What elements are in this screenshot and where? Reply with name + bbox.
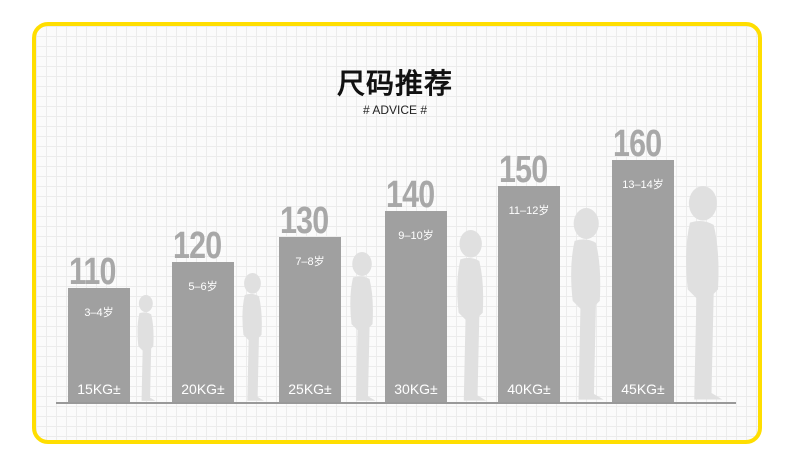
child-silhouette-icon	[350, 251, 376, 401]
weight-label: 30KG±	[394, 381, 438, 397]
bar-size-label: 140	[386, 174, 435, 216]
bar	[68, 288, 130, 402]
page-title: 尺码推荐	[336, 68, 453, 99]
bar	[172, 262, 234, 402]
bar	[498, 186, 560, 402]
bar-size-label: 160	[613, 123, 662, 165]
bar-size-label: 130	[280, 200, 329, 242]
bar-size-label: 150	[499, 149, 548, 191]
bar-size-label: 120	[173, 225, 222, 267]
weight-label: 25KG±	[288, 381, 332, 397]
child-silhouette-icon	[137, 295, 156, 401]
child-silhouette-icon	[571, 208, 604, 401]
baseline	[56, 402, 736, 404]
bar	[612, 160, 674, 402]
age-label: 9–10岁	[398, 230, 434, 242]
age-label: 3–4岁	[84, 307, 114, 319]
age-label: 7–8岁	[295, 256, 325, 268]
bar	[279, 237, 341, 402]
page-subtitle: # ADVICE #	[362, 103, 428, 117]
bar	[385, 211, 447, 402]
child-silhouette-icon	[686, 186, 723, 400]
weight-label: 45KG±	[621, 381, 665, 397]
age-label: 11–12岁	[508, 205, 550, 217]
bar-size-label: 110	[69, 251, 116, 293]
weight-label: 40KG±	[507, 381, 551, 397]
age-label: 5–6岁	[188, 281, 218, 293]
weight-label: 20KG±	[181, 381, 225, 397]
weight-label: 15KG±	[77, 381, 121, 397]
child-silhouette-icon	[242, 273, 265, 401]
child-silhouette-icon	[457, 229, 487, 401]
age-label: 13–14岁	[622, 179, 664, 191]
